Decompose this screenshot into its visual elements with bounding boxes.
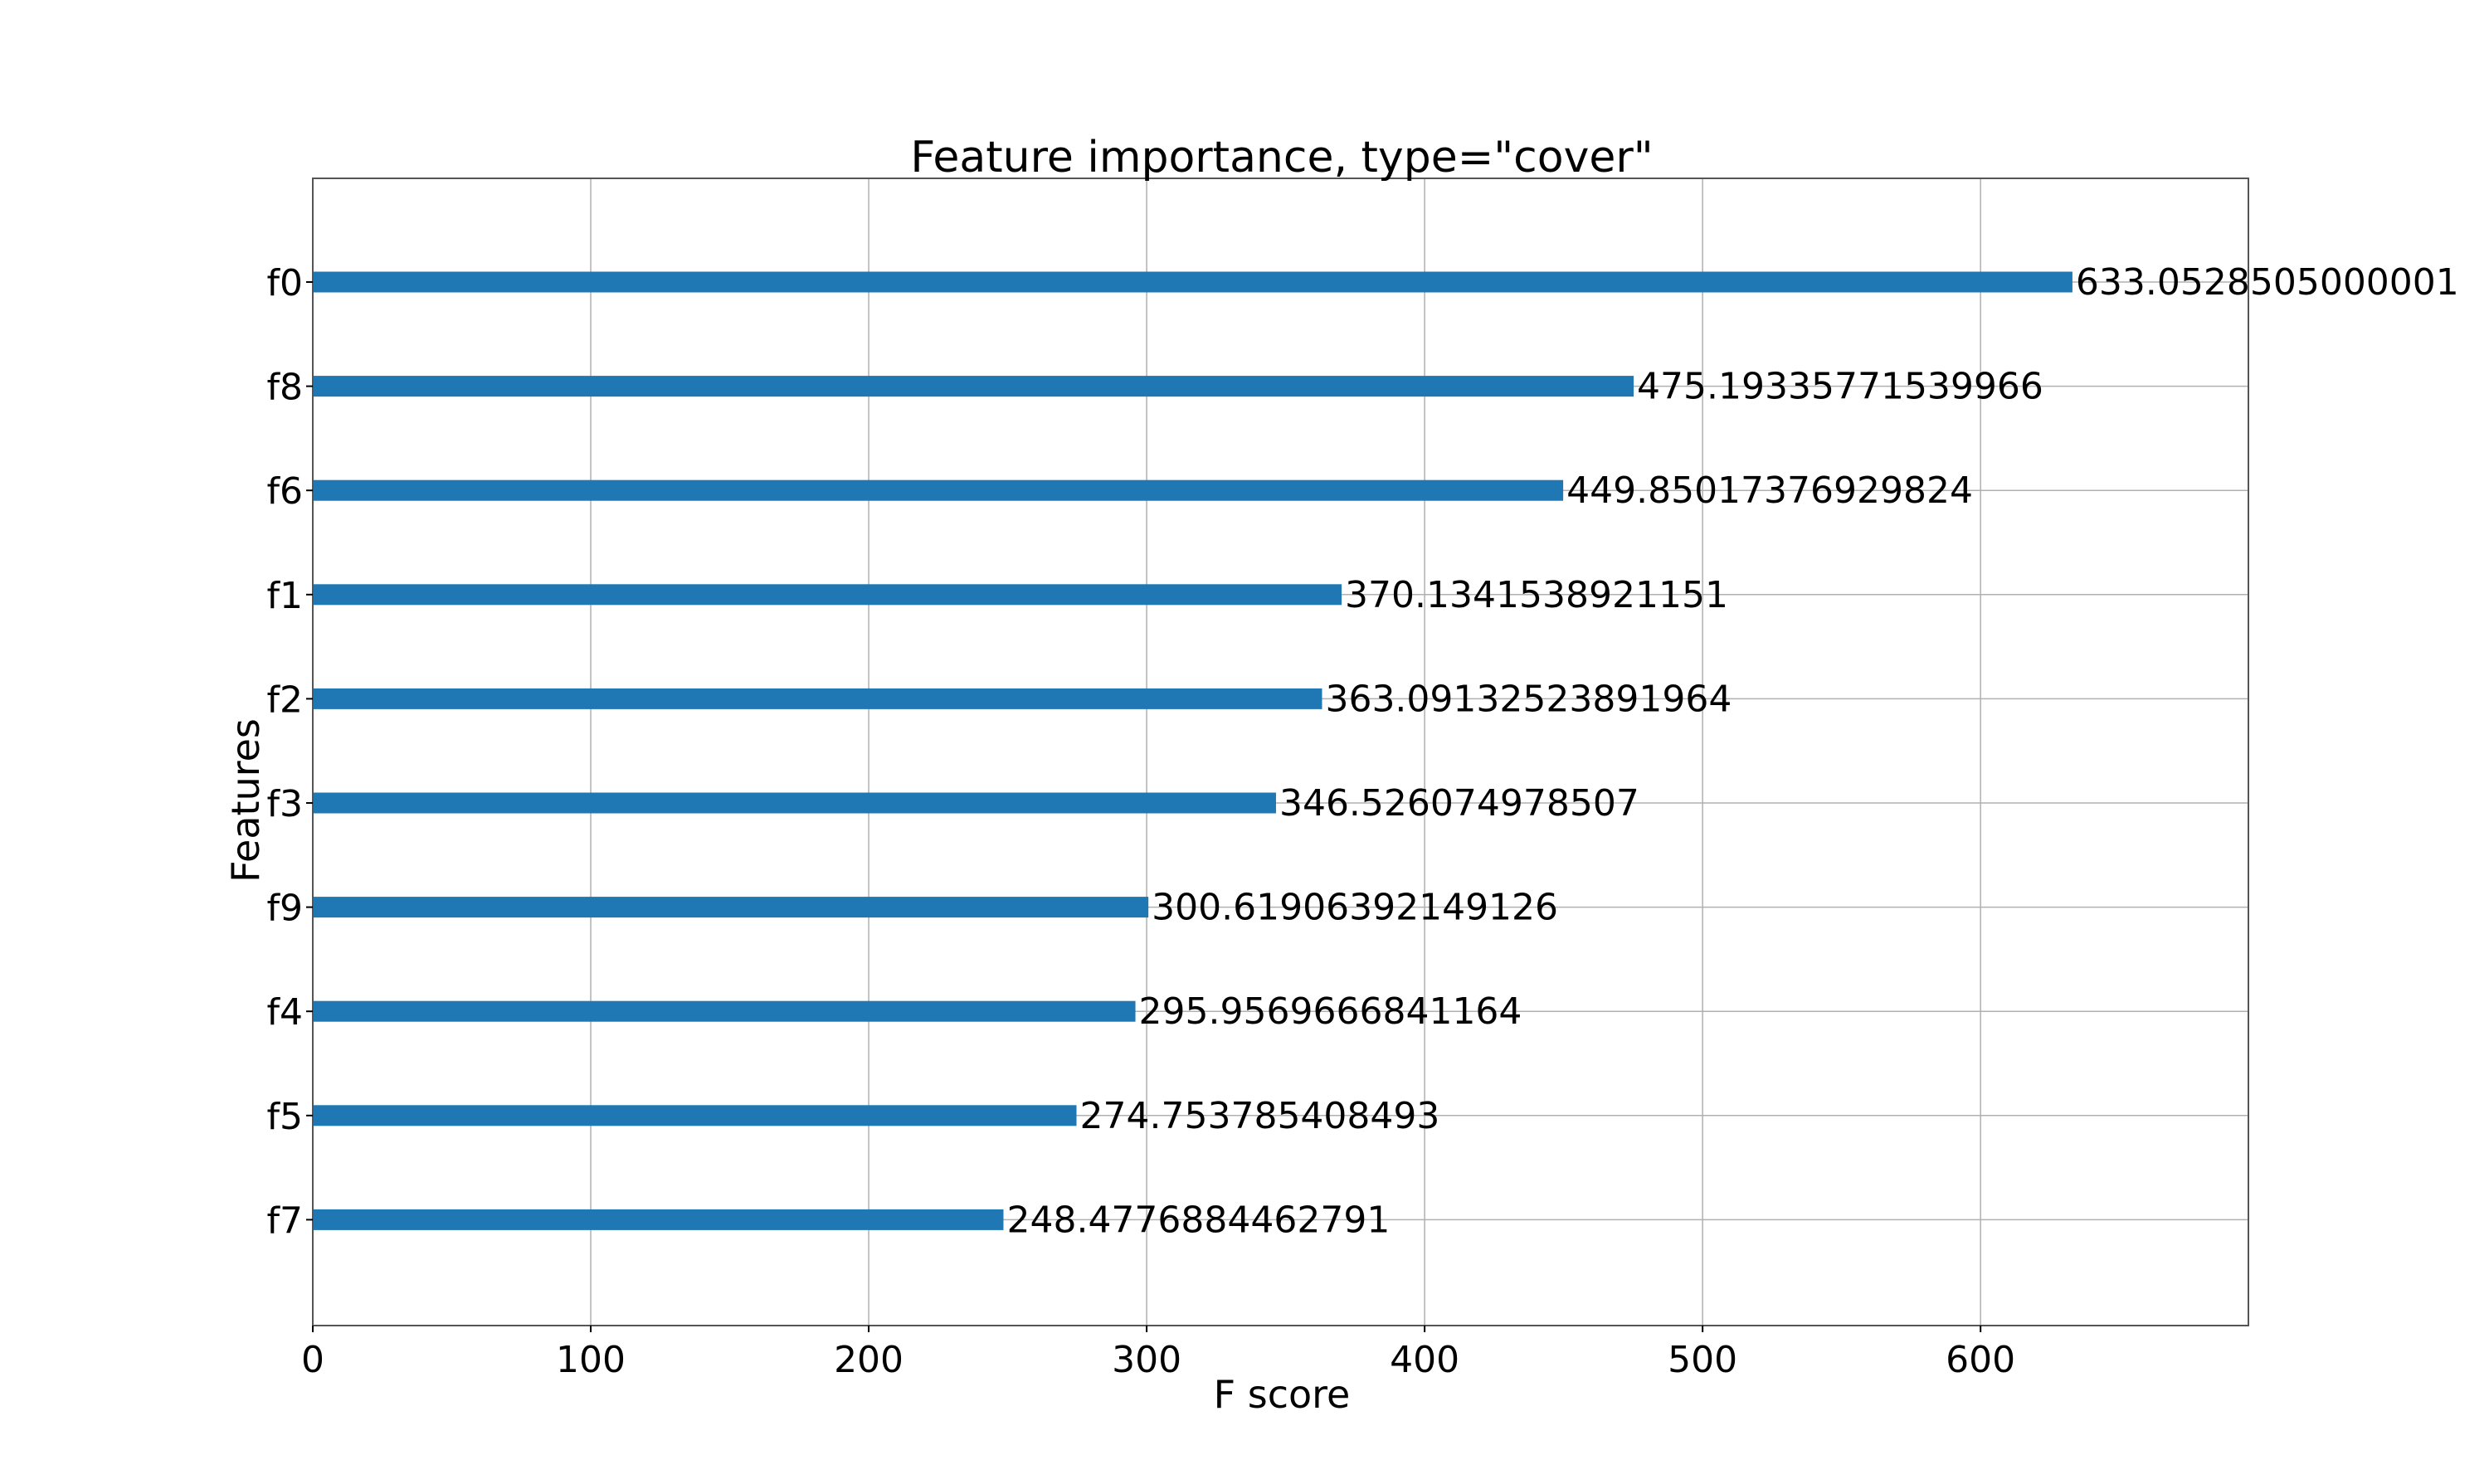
y-tick-label-f5: f5 <box>267 1096 303 1138</box>
y-tick-label-f6: f6 <box>267 470 303 513</box>
value-label-f6: 449.85017376929824 <box>1566 470 1973 512</box>
y-tick-label-f9: f9 <box>267 888 303 930</box>
value-label-f1: 370.1341538921151 <box>1345 574 1728 616</box>
plot-frame <box>312 178 2249 1326</box>
bar-f3 <box>313 792 1276 814</box>
value-label-f4: 295.9569666841164 <box>1139 990 1522 1033</box>
bar-f0 <box>313 271 2073 293</box>
bars <box>313 271 2073 1230</box>
y-tick-label-f3: f3 <box>267 783 303 825</box>
value-label-f5: 274.753785408493 <box>1080 1095 1440 1137</box>
x-tick-label-100: 100 <box>556 1339 626 1381</box>
x-tick-label-600: 600 <box>1946 1339 2015 1381</box>
y-tick-label-f7: f7 <box>267 1199 303 1242</box>
bar-f7 <box>313 1209 1004 1230</box>
y-tick-labels: f0 f8 f6 f1 f2 f3 f9 f4 f5 f7 <box>267 262 313 1242</box>
bar-f6 <box>313 479 1564 501</box>
x-tick-label-0: 0 <box>301 1339 324 1381</box>
y-tick-label-f2: f2 <box>267 679 303 721</box>
bar-f2 <box>313 688 1322 709</box>
x-tick-labels: 0 100 200 300 400 500 600 <box>301 1326 2015 1381</box>
value-label-f8: 475.19335771539966 <box>1637 366 2043 408</box>
x-tick-label-400: 400 <box>1390 1339 1459 1381</box>
bar-f8 <box>313 376 1634 397</box>
bar-f1 <box>313 584 1342 606</box>
y-tick-label-f4: f4 <box>267 991 303 1034</box>
x-axis-label: F score <box>1214 1372 1351 1417</box>
value-label-f9: 300.61906392149126 <box>1152 887 1558 929</box>
bar-f9 <box>313 897 1149 918</box>
bar-f4 <box>313 1000 1136 1022</box>
value-label-f0: 633.0528505000001 <box>2076 261 2459 304</box>
x-tick-label-300: 300 <box>1112 1339 1181 1381</box>
x-tick-label-200: 200 <box>834 1339 904 1381</box>
value-label-f2: 363.09132523891964 <box>1325 678 1732 720</box>
y-tick-label-f1: f1 <box>267 575 303 617</box>
y-tick-label-f0: f0 <box>267 262 303 304</box>
y-axis-label: Features <box>223 718 268 883</box>
x-tick-label-500: 500 <box>1668 1339 1737 1381</box>
y-tick-label-f8: f8 <box>267 367 303 409</box>
value-label-f3: 346.526074978507 <box>1279 782 1639 825</box>
value-label-f7: 248.4776884462791 <box>1006 1199 1390 1241</box>
chart-title: Feature importance, type="cover" <box>910 133 1653 182</box>
value-labels: 633.0528505000001 475.19335771539966 449.8… <box>1006 261 2458 1241</box>
bar-f5 <box>313 1105 1077 1126</box>
